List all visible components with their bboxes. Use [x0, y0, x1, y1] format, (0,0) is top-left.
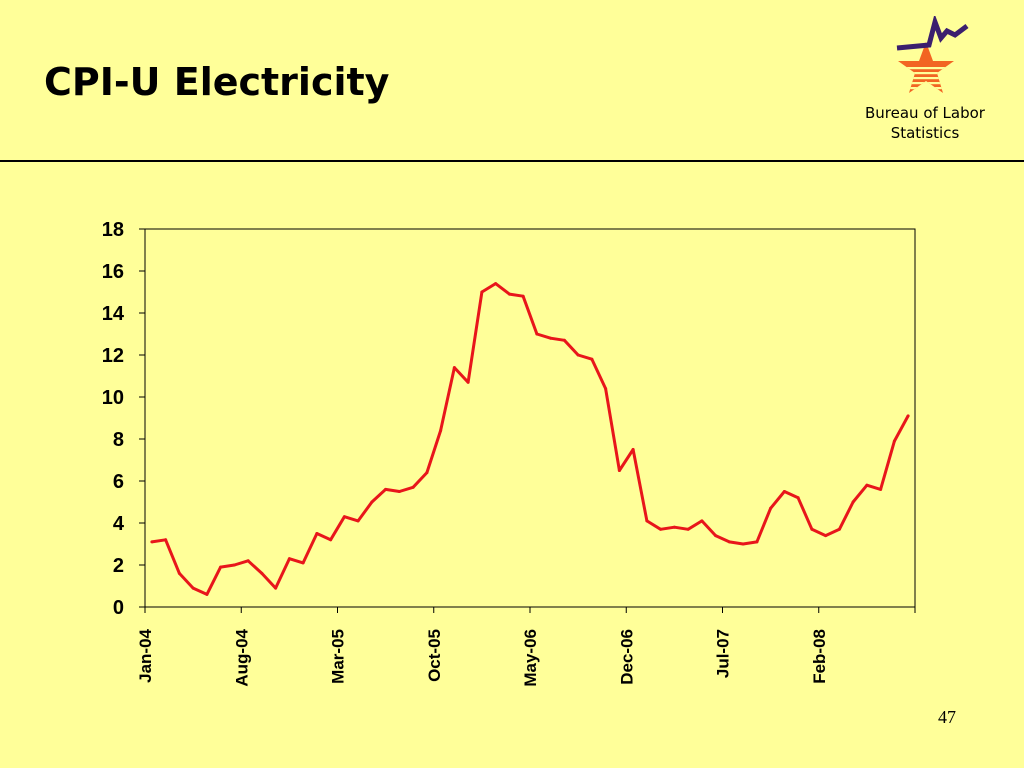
x-tick-label: May-06	[521, 629, 540, 687]
data-point	[604, 387, 608, 391]
y-tick-label: 10	[102, 387, 124, 409]
y-tick-label: 12	[102, 345, 124, 367]
data-point	[232, 563, 236, 567]
data-point	[191, 586, 195, 590]
data-point	[755, 540, 759, 544]
data-point	[480, 290, 484, 294]
data-point	[315, 532, 319, 535]
data-point	[287, 557, 291, 561]
data-point	[356, 519, 360, 523]
y-tick-label: 4	[113, 513, 125, 535]
data-point	[164, 538, 168, 542]
data-point	[824, 534, 828, 538]
data-point	[535, 332, 539, 336]
data-point	[796, 496, 800, 500]
data-point	[452, 366, 456, 370]
data-point	[879, 487, 883, 491]
data-point	[727, 540, 731, 544]
data-point	[576, 353, 580, 357]
y-tick-label: 0	[113, 597, 124, 619]
data-point	[370, 500, 374, 504]
data-point	[329, 538, 333, 542]
electricity-series-line	[151, 282, 910, 596]
x-tick-label: Mar-05	[329, 629, 348, 684]
data-point	[686, 527, 690, 531]
data-point	[714, 534, 718, 538]
x-tick-label: Jul-07	[714, 629, 733, 678]
data-point	[274, 586, 278, 590]
data-point	[562, 338, 566, 342]
data-point	[672, 525, 676, 529]
data-point	[659, 527, 663, 531]
x-tick-label: Aug-04	[232, 628, 251, 686]
x-tick-label: Feb-08	[810, 629, 829, 684]
x-tick-label: Dec-06	[617, 629, 636, 685]
data-point	[439, 429, 443, 433]
data-point	[205, 592, 209, 596]
data-point	[631, 448, 635, 451]
data-point	[590, 357, 594, 361]
data-point	[549, 336, 553, 340]
data-point	[645, 519, 649, 523]
bls-star-logo-icon	[896, 16, 969, 93]
data-point	[411, 485, 415, 489]
data-point	[906, 414, 910, 418]
plot-area-frame	[144, 228, 916, 608]
data-point	[466, 380, 470, 384]
data-point	[150, 540, 154, 544]
data-point	[892, 439, 896, 443]
data-point	[260, 571, 264, 575]
y-tick-label: 18	[102, 219, 124, 241]
data-point	[769, 506, 773, 510]
data-point	[507, 292, 511, 296]
data-point	[617, 469, 621, 472]
data-point	[494, 282, 498, 286]
data-point	[741, 542, 745, 546]
data-point	[177, 571, 181, 575]
data-point	[782, 490, 786, 493]
title-divider	[0, 160, 1024, 162]
y-tick-label: 8	[113, 429, 124, 451]
y-tick-label: 2	[113, 555, 124, 577]
data-point	[700, 519, 704, 523]
data-point	[810, 527, 814, 531]
slide-title: CPI-U Electricity	[44, 60, 390, 104]
x-tick-label: Jan-04	[136, 628, 155, 682]
data-point	[837, 527, 841, 531]
data-point	[865, 483, 869, 487]
data-point	[397, 490, 401, 493]
data-point	[219, 565, 223, 569]
data-point	[301, 561, 305, 565]
data-point	[851, 500, 855, 504]
y-tick-label: 6	[113, 471, 124, 493]
data-point	[425, 471, 429, 475]
y-tick-label: 14	[102, 303, 125, 325]
y-tick-label: 16	[102, 261, 124, 283]
data-point	[384, 487, 388, 491]
data-point	[246, 559, 250, 563]
x-tick-label: Oct-05	[425, 629, 444, 682]
data-point	[521, 294, 525, 298]
page-number: 47	[938, 707, 956, 727]
data-point	[342, 515, 346, 519]
organization-name: Bureau of Labor Statistics	[865, 104, 985, 142]
